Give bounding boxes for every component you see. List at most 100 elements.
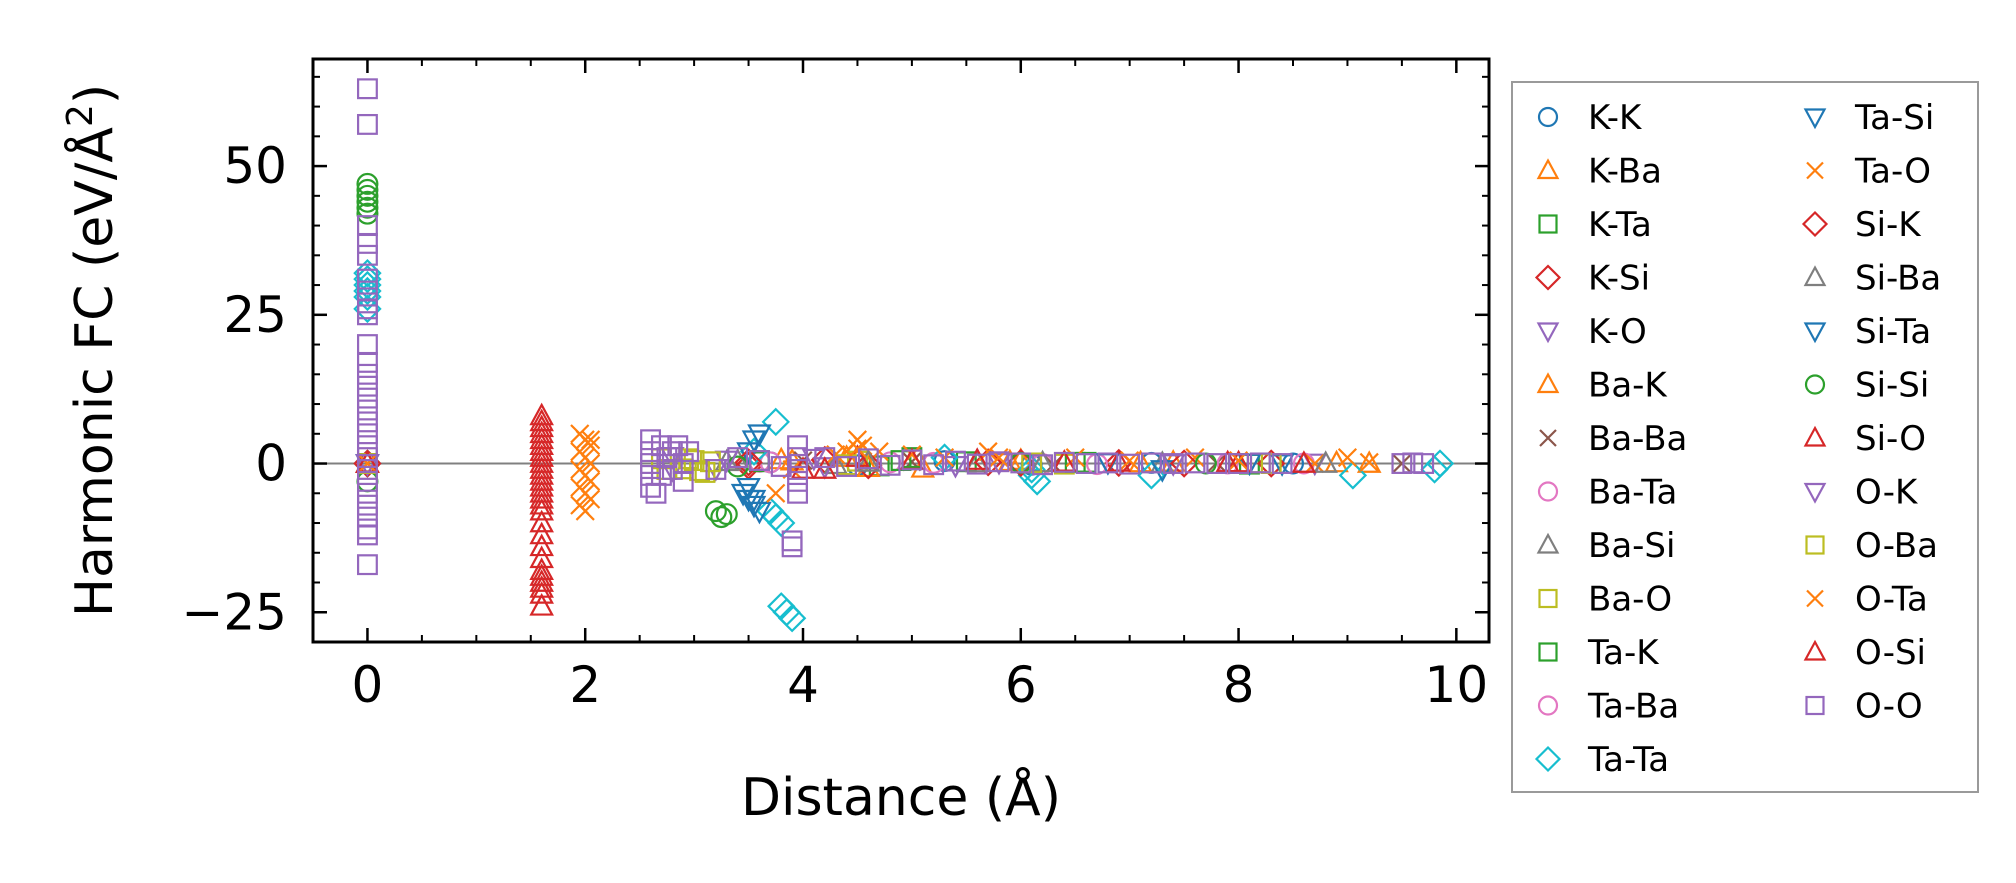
plot-marks bbox=[313, 78, 1489, 633]
data-point bbox=[356, 196, 379, 219]
data-point bbox=[1010, 452, 1032, 474]
data-point bbox=[356, 304, 378, 326]
data-point bbox=[529, 444, 554, 467]
legend-marker bbox=[1538, 642, 1558, 662]
data-point bbox=[777, 603, 807, 633]
x-tick-label: 6 bbox=[1005, 656, 1037, 714]
data-point bbox=[356, 232, 378, 254]
data-point bbox=[1075, 453, 1097, 474]
data-point bbox=[581, 489, 601, 509]
data-point bbox=[1305, 453, 1325, 474]
y-axis-label-close: ) bbox=[65, 84, 125, 104]
data-point bbox=[356, 506, 378, 528]
y-tick-label: −25 bbox=[181, 583, 287, 641]
data-point bbox=[1215, 449, 1240, 473]
legend-label: Ta-Si bbox=[1854, 98, 1934, 138]
data-point bbox=[529, 569, 554, 592]
data-point bbox=[1391, 453, 1413, 474]
data-point bbox=[730, 483, 756, 507]
data-point bbox=[710, 506, 733, 529]
legend-label: O-Ta bbox=[1855, 580, 1928, 620]
data-point bbox=[1313, 450, 1338, 473]
data-point bbox=[997, 448, 1023, 472]
data-point bbox=[1420, 455, 1449, 484]
data-point bbox=[1032, 454, 1054, 476]
data-point bbox=[1030, 449, 1055, 473]
data-point bbox=[736, 477, 761, 501]
data-point bbox=[529, 563, 554, 586]
data-point bbox=[529, 479, 554, 503]
data-point bbox=[847, 439, 868, 459]
series-si-o bbox=[355, 402, 1317, 616]
data-point bbox=[529, 456, 554, 479]
legend-marker bbox=[1536, 158, 1560, 180]
data-point bbox=[748, 450, 770, 472]
x-tick-label: 2 bbox=[569, 656, 601, 714]
legend-label: Ta-K bbox=[1587, 633, 1660, 673]
data-point bbox=[1021, 452, 1043, 474]
legend-marker bbox=[1534, 264, 1562, 291]
data-point bbox=[741, 495, 767, 519]
data-point bbox=[856, 449, 881, 472]
legend-label: Si-Ta bbox=[1855, 312, 1931, 352]
data-point bbox=[356, 190, 379, 213]
legend-marker bbox=[1537, 695, 1559, 716]
legend-label: Si-Ba bbox=[1855, 259, 1941, 299]
legend-marker bbox=[1805, 695, 1825, 716]
data-point bbox=[741, 430, 767, 454]
data-point bbox=[356, 435, 378, 457]
data-point bbox=[1053, 451, 1075, 473]
data-point bbox=[1194, 452, 1217, 475]
x-axis-label: Distance (Å) bbox=[741, 766, 1061, 828]
data-point bbox=[761, 407, 790, 437]
data-point bbox=[356, 399, 378, 421]
data-point bbox=[781, 536, 803, 558]
legend-marker bbox=[1534, 745, 1562, 773]
legend-marker bbox=[1803, 108, 1827, 130]
y-axis-label-sup: 2 bbox=[60, 104, 101, 127]
data-point bbox=[645, 482, 667, 504]
legend-marker bbox=[1804, 374, 1826, 395]
data-point bbox=[356, 459, 378, 480]
data-point bbox=[812, 456, 838, 479]
data-point bbox=[356, 494, 378, 516]
data-point bbox=[356, 363, 378, 385]
legend-marker bbox=[1803, 265, 1827, 287]
data-point bbox=[575, 501, 595, 521]
data-point bbox=[1162, 453, 1184, 474]
legend-marker bbox=[1805, 535, 1825, 555]
legend-label: K-Ta bbox=[1588, 205, 1652, 245]
data-point bbox=[714, 450, 740, 474]
legend-marker bbox=[1539, 429, 1557, 447]
legend-marker bbox=[1536, 532, 1560, 554]
data-point bbox=[529, 432, 554, 456]
legend-label: O-Si bbox=[1855, 633, 1926, 673]
legend-marker bbox=[1806, 589, 1824, 608]
data-point bbox=[356, 184, 379, 207]
data-point bbox=[529, 509, 554, 533]
x-tick-label: 4 bbox=[787, 656, 819, 714]
data-point bbox=[529, 408, 554, 432]
data-point bbox=[640, 476, 662, 498]
series-o-si bbox=[355, 408, 1240, 598]
plot-frame bbox=[311, 57, 1491, 644]
data-point bbox=[736, 442, 761, 465]
data-point bbox=[581, 471, 601, 491]
data-point bbox=[356, 202, 379, 225]
data-point bbox=[356, 244, 378, 266]
legend-marker bbox=[1803, 639, 1827, 661]
y-tick-label: 25 bbox=[223, 286, 287, 344]
data-point bbox=[1185, 448, 1205, 468]
legend-label: Ba-Si bbox=[1588, 526, 1675, 566]
data-point bbox=[356, 113, 378, 135]
data-point bbox=[356, 411, 378, 433]
legend-label: Ba-Ba bbox=[1588, 419, 1687, 459]
data-point bbox=[529, 420, 554, 444]
data-point bbox=[356, 482, 378, 504]
data-point bbox=[356, 387, 378, 409]
data-point bbox=[1140, 452, 1162, 474]
legend-label: K-Si bbox=[1588, 259, 1650, 299]
legend-marker bbox=[1538, 214, 1558, 234]
data-point bbox=[640, 453, 662, 474]
